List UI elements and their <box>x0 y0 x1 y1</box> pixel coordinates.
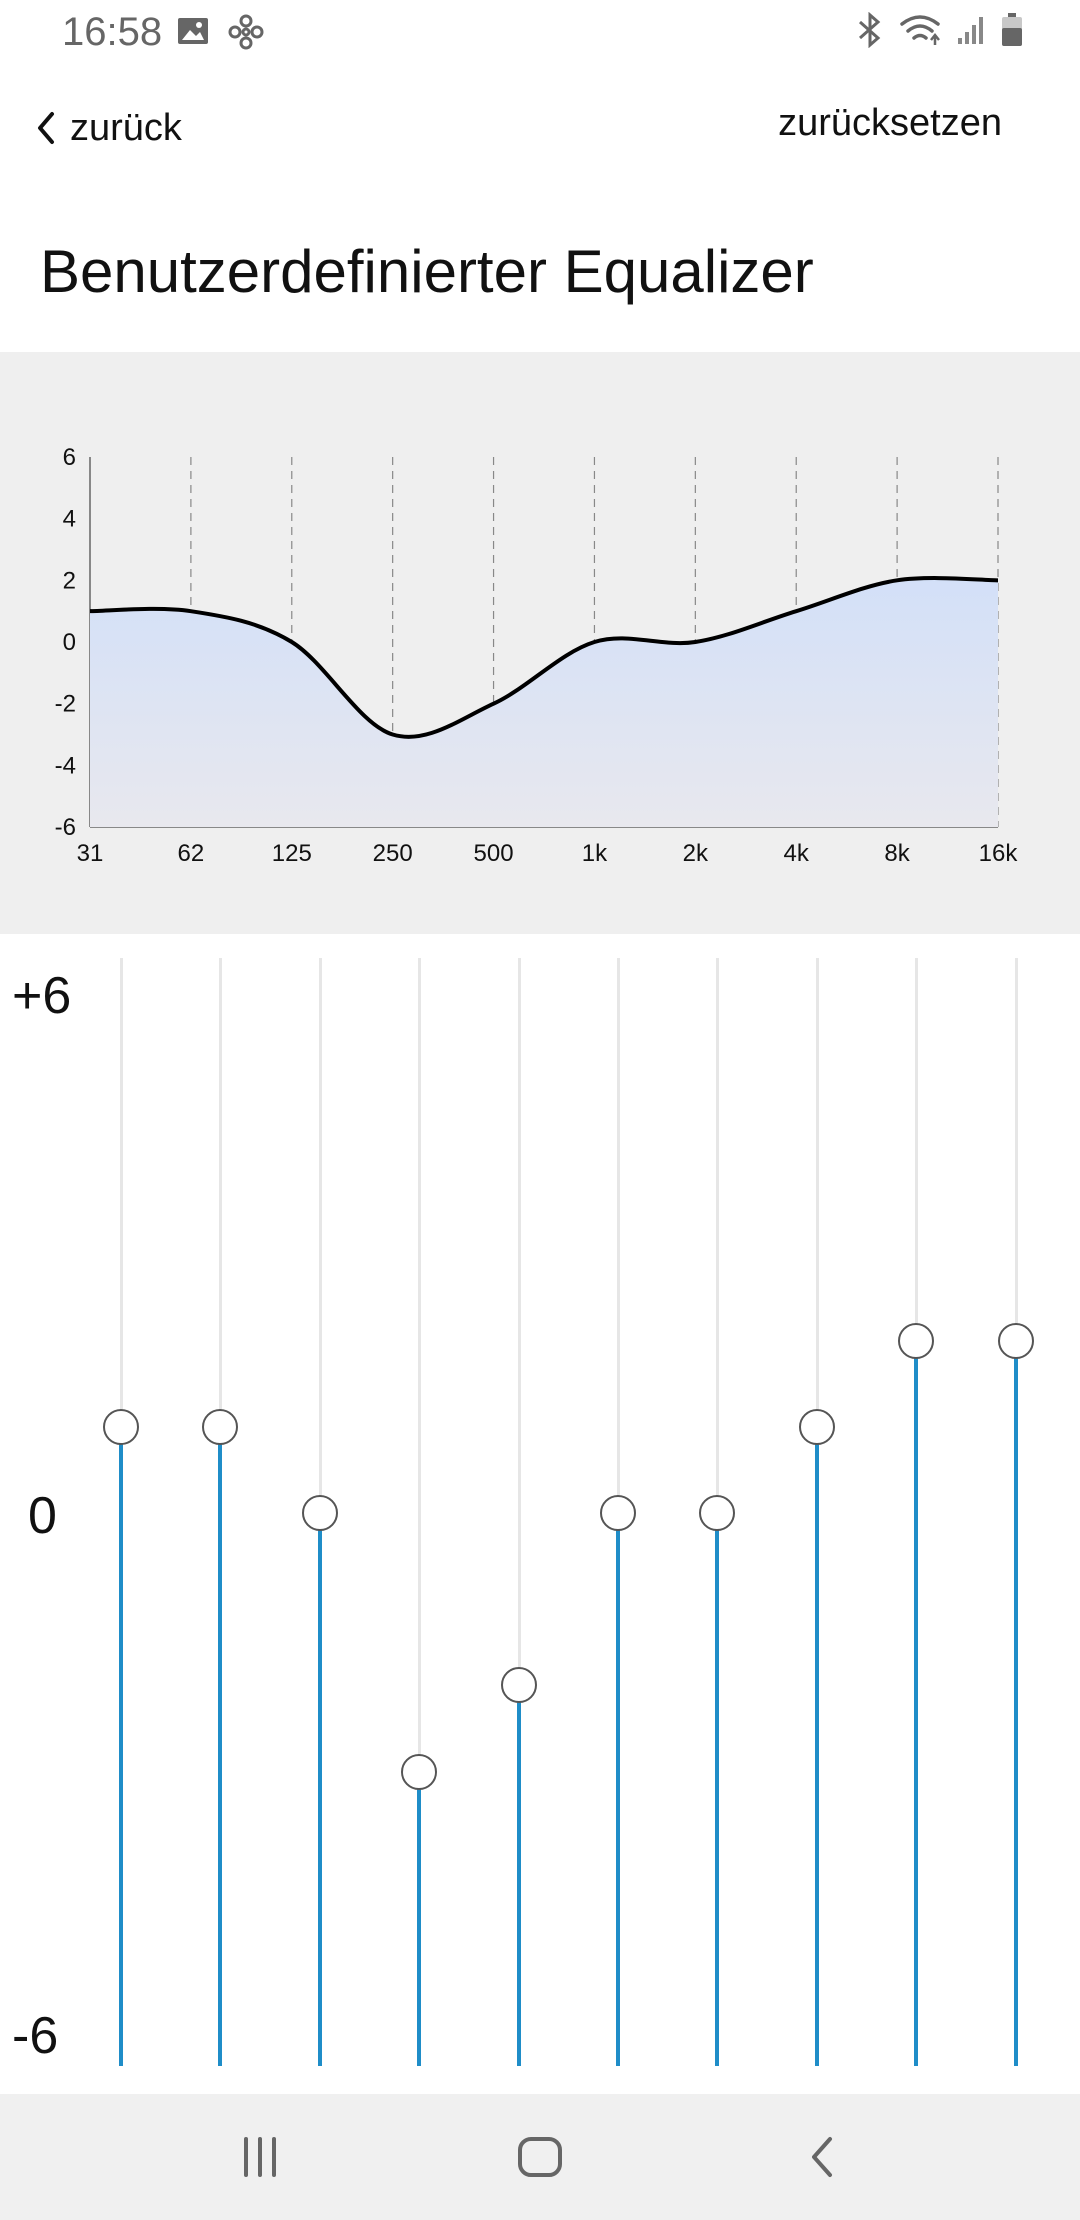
y-tick-label: -6 <box>55 814 76 841</box>
slider-fill-16k <box>1014 1340 1018 2066</box>
x-tick-label: 62 <box>178 840 205 867</box>
recent-apps-button[interactable] <box>200 2094 320 2220</box>
slider-knob-16k[interactable] <box>998 1322 1034 1359</box>
slider-fill-2k <box>715 1513 719 2066</box>
chevron-left-icon <box>38 112 54 144</box>
back-icon <box>812 2137 832 2177</box>
image-icon <box>178 18 208 44</box>
slider-knob-31[interactable] <box>103 1408 139 1445</box>
recent-apps-icon <box>244 2137 276 2177</box>
page-title: Benutzerdefinierter Equalizer <box>40 238 814 305</box>
slider-fill-250 <box>417 1771 421 2066</box>
x-tick-label: 125 <box>272 840 312 867</box>
pinwheel-icon <box>228 14 264 50</box>
back-label: zurück <box>70 106 182 149</box>
battery-icon <box>1002 13 1022 46</box>
slider-fill-8k <box>914 1340 918 2066</box>
reset-button[interactable]: zurücksetzen <box>778 102 1002 144</box>
slider-track-250[interactable] <box>418 958 421 2066</box>
x-tick-label: 2k <box>683 840 709 867</box>
y-tick-label: 2 <box>63 567 76 594</box>
home-icon <box>518 2137 562 2177</box>
y-tick-label: 4 <box>63 506 76 533</box>
slider-knob-8k[interactable] <box>898 1322 934 1359</box>
slider-fill-62 <box>218 1426 222 2066</box>
bluetooth-icon <box>859 12 881 48</box>
wifi-icon <box>900 15 940 45</box>
x-tick-label: 31 <box>77 840 104 867</box>
slider-fill-4k <box>815 1426 819 2066</box>
slider-fill-500 <box>517 1685 521 2066</box>
eq-chart-svg: 6 4 2 0 -2 -4 -631 62 125 250 500 1k 2k 4k 8k 16k <box>55 444 1019 867</box>
x-tick-label: 8k <box>884 840 910 867</box>
x-tick-label: 500 <box>474 840 514 867</box>
slider-area <box>0 934 1080 2094</box>
eq-curve-area <box>90 578 998 827</box>
slider-fill-1k <box>616 1513 620 2066</box>
scale-label-bottom: -6 <box>12 2007 59 2065</box>
x-tick-label: 1k <box>582 840 608 867</box>
slider-track-500[interactable] <box>518 958 521 2066</box>
slider-knob-4k[interactable] <box>799 1408 835 1445</box>
slider-knob-250[interactable] <box>401 1753 437 1790</box>
scale-label-mid: 0 <box>28 1487 57 1545</box>
slider-knob-2k[interactable] <box>699 1495 735 1531</box>
navigation-bar <box>0 2094 1080 2220</box>
slider-fill-125 <box>318 1513 322 2066</box>
slider-fill-31 <box>119 1426 123 2066</box>
slider-knob-1k[interactable] <box>600 1495 636 1531</box>
back-button[interactable]: zurück <box>32 96 182 160</box>
x-tick-label: 4k <box>784 840 810 867</box>
status-left-icons <box>176 14 264 50</box>
status-right-icons <box>856 12 1024 48</box>
signal-icon <box>958 17 983 44</box>
y-tick-label: -4 <box>55 752 76 779</box>
slider-knob-125[interactable] <box>302 1495 338 1531</box>
status-time: 16:58 <box>62 10 163 54</box>
home-button[interactable] <box>480 2094 600 2220</box>
slider-knob-62[interactable] <box>202 1408 238 1445</box>
eq-chart: 6 4 2 0 -2 -4 -6 31 62 125 250 500 1k 2k 4k 8k 16k <box>0 352 1080 934</box>
nav-back-button[interactable] <box>762 2094 882 2220</box>
slider-knob-500[interactable] <box>501 1667 537 1704</box>
y-tick-label: 6 <box>63 444 76 471</box>
eq-curve-line <box>89 576 999 739</box>
x-tick-label: 16k <box>979 840 1019 867</box>
scale-label-top: +6 <box>12 967 72 1025</box>
y-tick-label: 0 <box>63 629 76 656</box>
x-tick-label: 250 <box>373 840 413 867</box>
y-tick-label: -2 <box>55 691 76 718</box>
